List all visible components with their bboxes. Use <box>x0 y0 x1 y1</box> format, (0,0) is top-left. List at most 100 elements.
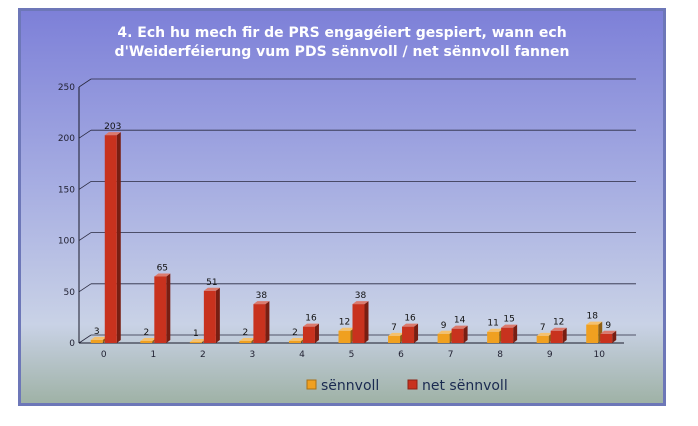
bar-side <box>166 273 171 343</box>
bar-front <box>104 135 117 343</box>
chart-title-line2: d'Weiderféierung vum PDS sënnvoll / net … <box>115 44 570 60</box>
data-label: 16 <box>404 314 416 324</box>
bar-side <box>513 324 518 343</box>
bar-side <box>215 287 220 343</box>
y-tick-label: 100 <box>58 237 75 247</box>
data-label: 7 <box>540 323 546 333</box>
bar-sënnvoll <box>388 332 405 343</box>
data-label: 7 <box>391 323 397 333</box>
chart: 4. Ech hu mech fir de PRS engagéiert ges… <box>21 11 663 403</box>
y-tick-label: 150 <box>58 185 75 195</box>
bar-net-sënnvoll <box>501 324 518 343</box>
bar-top <box>437 330 454 334</box>
x-tick-label: 0 <box>101 350 107 360</box>
bar-net-sënnvoll <box>154 273 171 343</box>
bar-front <box>90 339 103 343</box>
bar-net-sënnvoll <box>402 323 419 343</box>
bar-sënnvoll <box>338 327 355 343</box>
legend-swatch <box>306 379 317 390</box>
bar-top <box>388 332 405 336</box>
data-label: 203 <box>104 122 121 132</box>
grid-depth-line <box>78 78 92 88</box>
y-tick-label: 250 <box>58 83 75 93</box>
bar-side <box>314 323 319 343</box>
data-label: 2 <box>292 328 298 338</box>
y-tick-label: 200 <box>58 134 75 144</box>
grid-depth-line <box>78 283 92 293</box>
bar-net-sënnvoll <box>600 330 617 343</box>
bar-front <box>154 276 167 343</box>
bar-top <box>189 338 206 342</box>
bar-net-sënnvoll <box>104 132 121 343</box>
bar-side <box>265 301 270 343</box>
bar-top <box>402 323 419 327</box>
data-label: 1 <box>193 329 199 339</box>
bar-top <box>550 327 567 331</box>
bar-top <box>154 273 171 277</box>
bar-side <box>612 330 617 343</box>
grid-depth-line <box>78 129 92 139</box>
bar-side <box>562 327 567 343</box>
data-label: 38 <box>355 291 367 301</box>
bar-side <box>364 301 369 343</box>
bar-top <box>451 325 468 329</box>
data-label: 38 <box>256 291 268 301</box>
bar-net-sënnvoll <box>253 301 270 343</box>
bar-front <box>352 304 365 343</box>
bar-front <box>586 324 599 343</box>
data-label: 51 <box>206 278 217 288</box>
bar-net-sënnvoll <box>451 325 468 343</box>
data-label: 9 <box>605 321 611 331</box>
legend-item: net sënnvoll <box>407 378 508 394</box>
bar-top <box>501 324 518 328</box>
x-tick-label: 4 <box>299 350 305 360</box>
legend-item: sënnvoll <box>306 378 379 394</box>
data-label: 2 <box>143 328 149 338</box>
bar-net-sënnvoll <box>302 323 319 343</box>
data-label: 3 <box>94 327 100 337</box>
data-label: 12 <box>339 318 350 328</box>
data-label: 18 <box>587 312 599 322</box>
bar-top <box>600 330 617 334</box>
bar-front <box>600 333 613 343</box>
bar-net-sënnvoll <box>203 287 220 343</box>
bar-front <box>189 341 202 343</box>
bar-front <box>487 331 500 343</box>
x-tick-label: 7 <box>448 350 454 360</box>
y-tick-label: 50 <box>64 288 76 298</box>
data-label: 14 <box>454 316 466 326</box>
bar-top <box>352 301 369 305</box>
data-label: 65 <box>157 263 168 273</box>
bar-top <box>90 336 107 340</box>
x-tick-label: 5 <box>349 350 355 360</box>
bar-sënnvoll <box>487 328 504 343</box>
grid-depth-line <box>78 334 92 344</box>
grid-depth-line <box>78 181 92 190</box>
bar-front <box>140 340 153 343</box>
x-tick-label: 6 <box>398 350 404 360</box>
bar-front <box>536 335 549 343</box>
bar-front <box>302 326 315 343</box>
bar-front <box>388 335 401 343</box>
bar-top <box>288 337 305 341</box>
legend-label: net sënnvoll <box>422 378 508 394</box>
bar-front <box>451 328 464 343</box>
bar-side <box>414 323 419 343</box>
chart-title-line1: 4. Ech hu mech fir de PRS engagéiert ges… <box>117 25 566 41</box>
bar-sënnvoll <box>536 332 553 343</box>
x-tick-label: 3 <box>250 350 256 360</box>
bar-sënnvoll <box>437 330 454 343</box>
data-label: 9 <box>441 321 447 331</box>
bar-top <box>586 321 603 325</box>
bar-front <box>239 340 252 343</box>
bar-top <box>487 328 504 332</box>
bar-front <box>253 304 266 343</box>
bar-front <box>437 333 450 343</box>
data-label: 12 <box>553 318 564 328</box>
bar-front <box>338 330 351 343</box>
bar-top <box>104 132 121 136</box>
bar-top <box>302 323 319 327</box>
bar-side <box>463 325 468 343</box>
chart-frame: 4. Ech hu mech fir de PRS engagéiert ges… <box>18 8 666 406</box>
bar-front <box>203 290 216 343</box>
